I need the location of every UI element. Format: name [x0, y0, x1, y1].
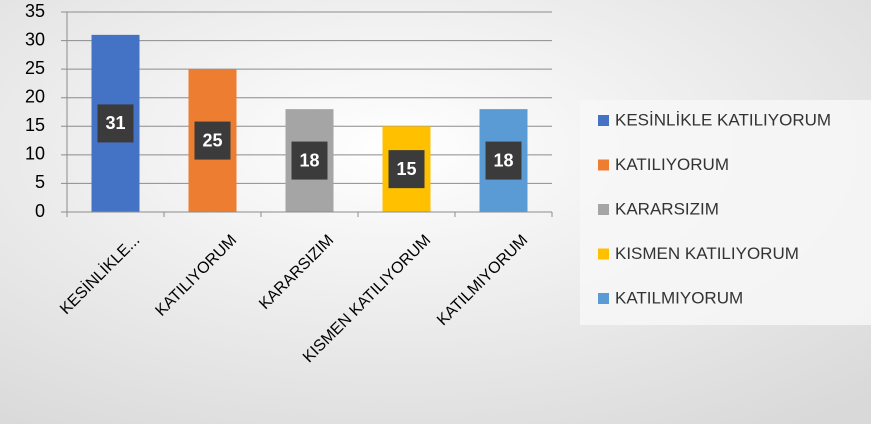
- legend-swatch: [598, 204, 609, 215]
- data-label: 31: [105, 113, 125, 133]
- legend-swatch: [598, 115, 609, 126]
- data-label-box: [291, 141, 328, 180]
- legend-label: KISMEN KATILIYORUM: [615, 244, 799, 263]
- data-label-box: [388, 150, 425, 189]
- y-tick-label: 30: [25, 29, 45, 49]
- data-label: 18: [493, 150, 513, 170]
- data-label: 25: [202, 130, 222, 150]
- data-label-box: [194, 121, 231, 160]
- legend-label: KATILIYORUM: [615, 155, 729, 174]
- y-tick-label: 15: [25, 115, 45, 135]
- y-tick-label: 10: [25, 144, 45, 164]
- y-tick-label: 0: [35, 201, 45, 221]
- legend-swatch: [598, 293, 609, 304]
- legend-swatch: [598, 248, 609, 260]
- legend-label: KESİNLİKLE KATILIYORUM: [615, 110, 831, 129]
- data-label-box: [97, 104, 134, 143]
- y-tick-label: 20: [25, 86, 45, 106]
- legend-box: [580, 100, 871, 325]
- data-label: 15: [396, 159, 416, 179]
- data-label: 18: [299, 150, 319, 170]
- legend-swatch: [598, 159, 609, 171]
- legend-label: KATILMIYORUM: [615, 288, 743, 307]
- y-tick-label: 5: [35, 172, 45, 192]
- data-label-box: [485, 141, 522, 180]
- y-tick-label: 25: [25, 58, 45, 78]
- legend-label: KARARSIZIM: [615, 199, 719, 218]
- y-tick-label: 35: [25, 1, 45, 21]
